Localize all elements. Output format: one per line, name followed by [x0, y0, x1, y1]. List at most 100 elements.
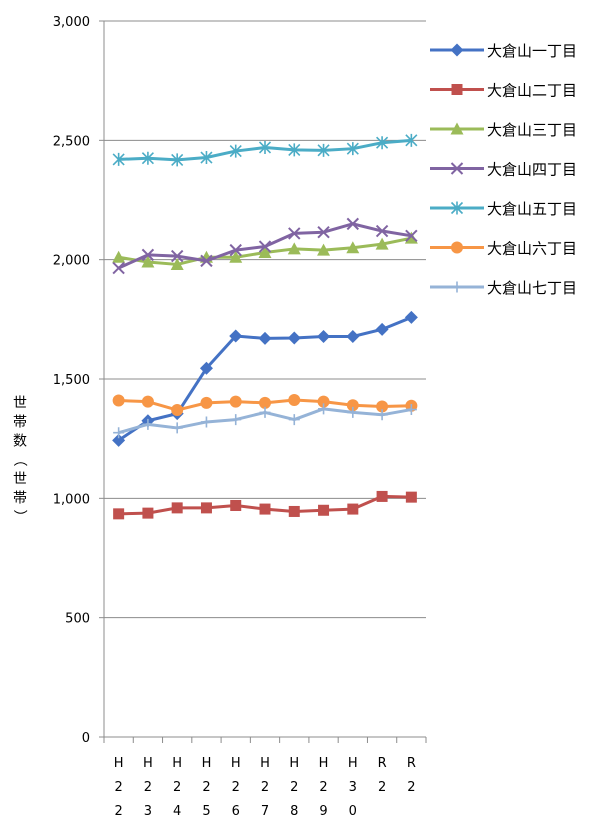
data-point [113, 508, 125, 520]
data-point [347, 406, 359, 418]
legend-item: 大倉山二丁目 [430, 82, 577, 100]
data-point [346, 217, 360, 231]
x-tick-label: H [114, 756, 124, 771]
x-tick-label: 3 [144, 804, 152, 819]
data-point [287, 242, 301, 255]
data-point [259, 396, 271, 409]
x-tick-label: 2 [319, 780, 327, 795]
data-point [229, 144, 242, 158]
x-tick-label: 2 [114, 780, 122, 795]
data-point [200, 151, 213, 165]
series-7 [113, 403, 417, 439]
data-point [317, 143, 330, 157]
x-tick-label: 3 [349, 780, 357, 795]
x-tick-label: 2 [407, 780, 415, 795]
series-6 [112, 394, 418, 417]
data-point [287, 331, 301, 345]
y-axis-label-char: ） [11, 510, 27, 524]
data-point [346, 330, 360, 344]
data-point [142, 418, 154, 430]
data-point [258, 240, 272, 253]
x-tick-label: H [260, 756, 270, 771]
data-point [170, 257, 184, 270]
data-point [450, 201, 464, 215]
legend-label: 大倉山七丁目 [487, 279, 577, 297]
data-point [288, 227, 301, 240]
y-tick-label: 1,500 [53, 373, 90, 388]
legend-item: 大倉山四丁目 [430, 161, 577, 179]
data-point [258, 246, 272, 259]
x-tick-label: H [143, 756, 153, 771]
data-point [288, 394, 301, 407]
data-point [141, 248, 155, 262]
data-point [229, 243, 242, 257]
data-point [318, 504, 330, 516]
x-tick-label: 2 [114, 804, 122, 819]
data-point [112, 250, 126, 263]
data-point [404, 310, 418, 324]
legend-item: 大倉山三丁目 [430, 121, 577, 139]
data-point [405, 229, 418, 243]
legend-item: 大倉山七丁目 [430, 279, 577, 297]
x-tick-label: 9 [319, 804, 327, 819]
data-point [318, 403, 330, 415]
data-point [230, 414, 242, 426]
data-point [112, 152, 125, 166]
legend-label: 大倉山一丁目 [487, 42, 577, 60]
data-point [317, 243, 331, 256]
y-tick-label: 2,500 [53, 134, 90, 149]
data-point [200, 502, 212, 514]
x-tick-label: 6 [232, 804, 240, 819]
y-axis-label: 世帯数（世帯） [11, 396, 27, 524]
data-point [141, 151, 154, 165]
axes [99, 20, 427, 743]
x-tick-label: H [231, 756, 241, 771]
y-axis-label-char: 帯 [13, 415, 27, 431]
legend-label: 大倉山六丁目 [487, 240, 577, 258]
x-tick-labels: H 2 2 H 2 3 H 2 4 H 2 5 H 2 6 H 2 7 H 2 8 H 2 9 H 3 0 R 2 R 2 [114, 756, 416, 819]
y-tick-label: 3,000 [53, 15, 90, 30]
series-3 [112, 231, 418, 270]
data-point [317, 330, 331, 344]
data-point [346, 142, 359, 156]
data-point [171, 153, 184, 167]
x-tick-label: 4 [173, 804, 181, 819]
data-point [199, 361, 213, 375]
y-axis-label-char: 数 [13, 434, 27, 450]
x-tick-label: R [407, 756, 416, 771]
data-point [229, 395, 242, 408]
data-point [450, 122, 464, 135]
x-tick-label: H [348, 756, 358, 771]
x-tick-label: 7 [261, 804, 269, 819]
legend-label: 大倉山二丁目 [487, 82, 577, 100]
gridlines [104, 20, 426, 619]
data-point [259, 406, 271, 418]
y-axis-label-char: （ [11, 453, 27, 467]
x-tick-label: 2 [378, 780, 386, 795]
data-point [375, 237, 389, 250]
y-axis-label-char: 世 [13, 472, 27, 488]
x-tick-label: 2 [290, 780, 298, 795]
data-point [258, 331, 272, 345]
series-1 [112, 310, 418, 447]
y-tick-label: 500 [65, 612, 90, 627]
data-point [141, 255, 155, 268]
data-point [258, 140, 272, 154]
x-tick-label: 2 [232, 780, 240, 795]
data-point [171, 404, 184, 417]
data-point [288, 505, 300, 517]
data-point [141, 395, 154, 408]
data-point [451, 281, 463, 293]
x-tick-label: 2 [261, 780, 269, 795]
x-tick-label: 2 [144, 780, 152, 795]
data-point [113, 427, 125, 439]
data-point [376, 490, 388, 502]
y-axis-label-char: 世 [13, 396, 27, 412]
data-point [288, 414, 300, 426]
data-point [375, 224, 389, 238]
data-point [404, 231, 418, 244]
data-point [346, 399, 359, 412]
x-tick-label: R [378, 756, 387, 771]
legend-item: 大倉山五丁目 [430, 200, 577, 218]
data-point [112, 261, 125, 275]
